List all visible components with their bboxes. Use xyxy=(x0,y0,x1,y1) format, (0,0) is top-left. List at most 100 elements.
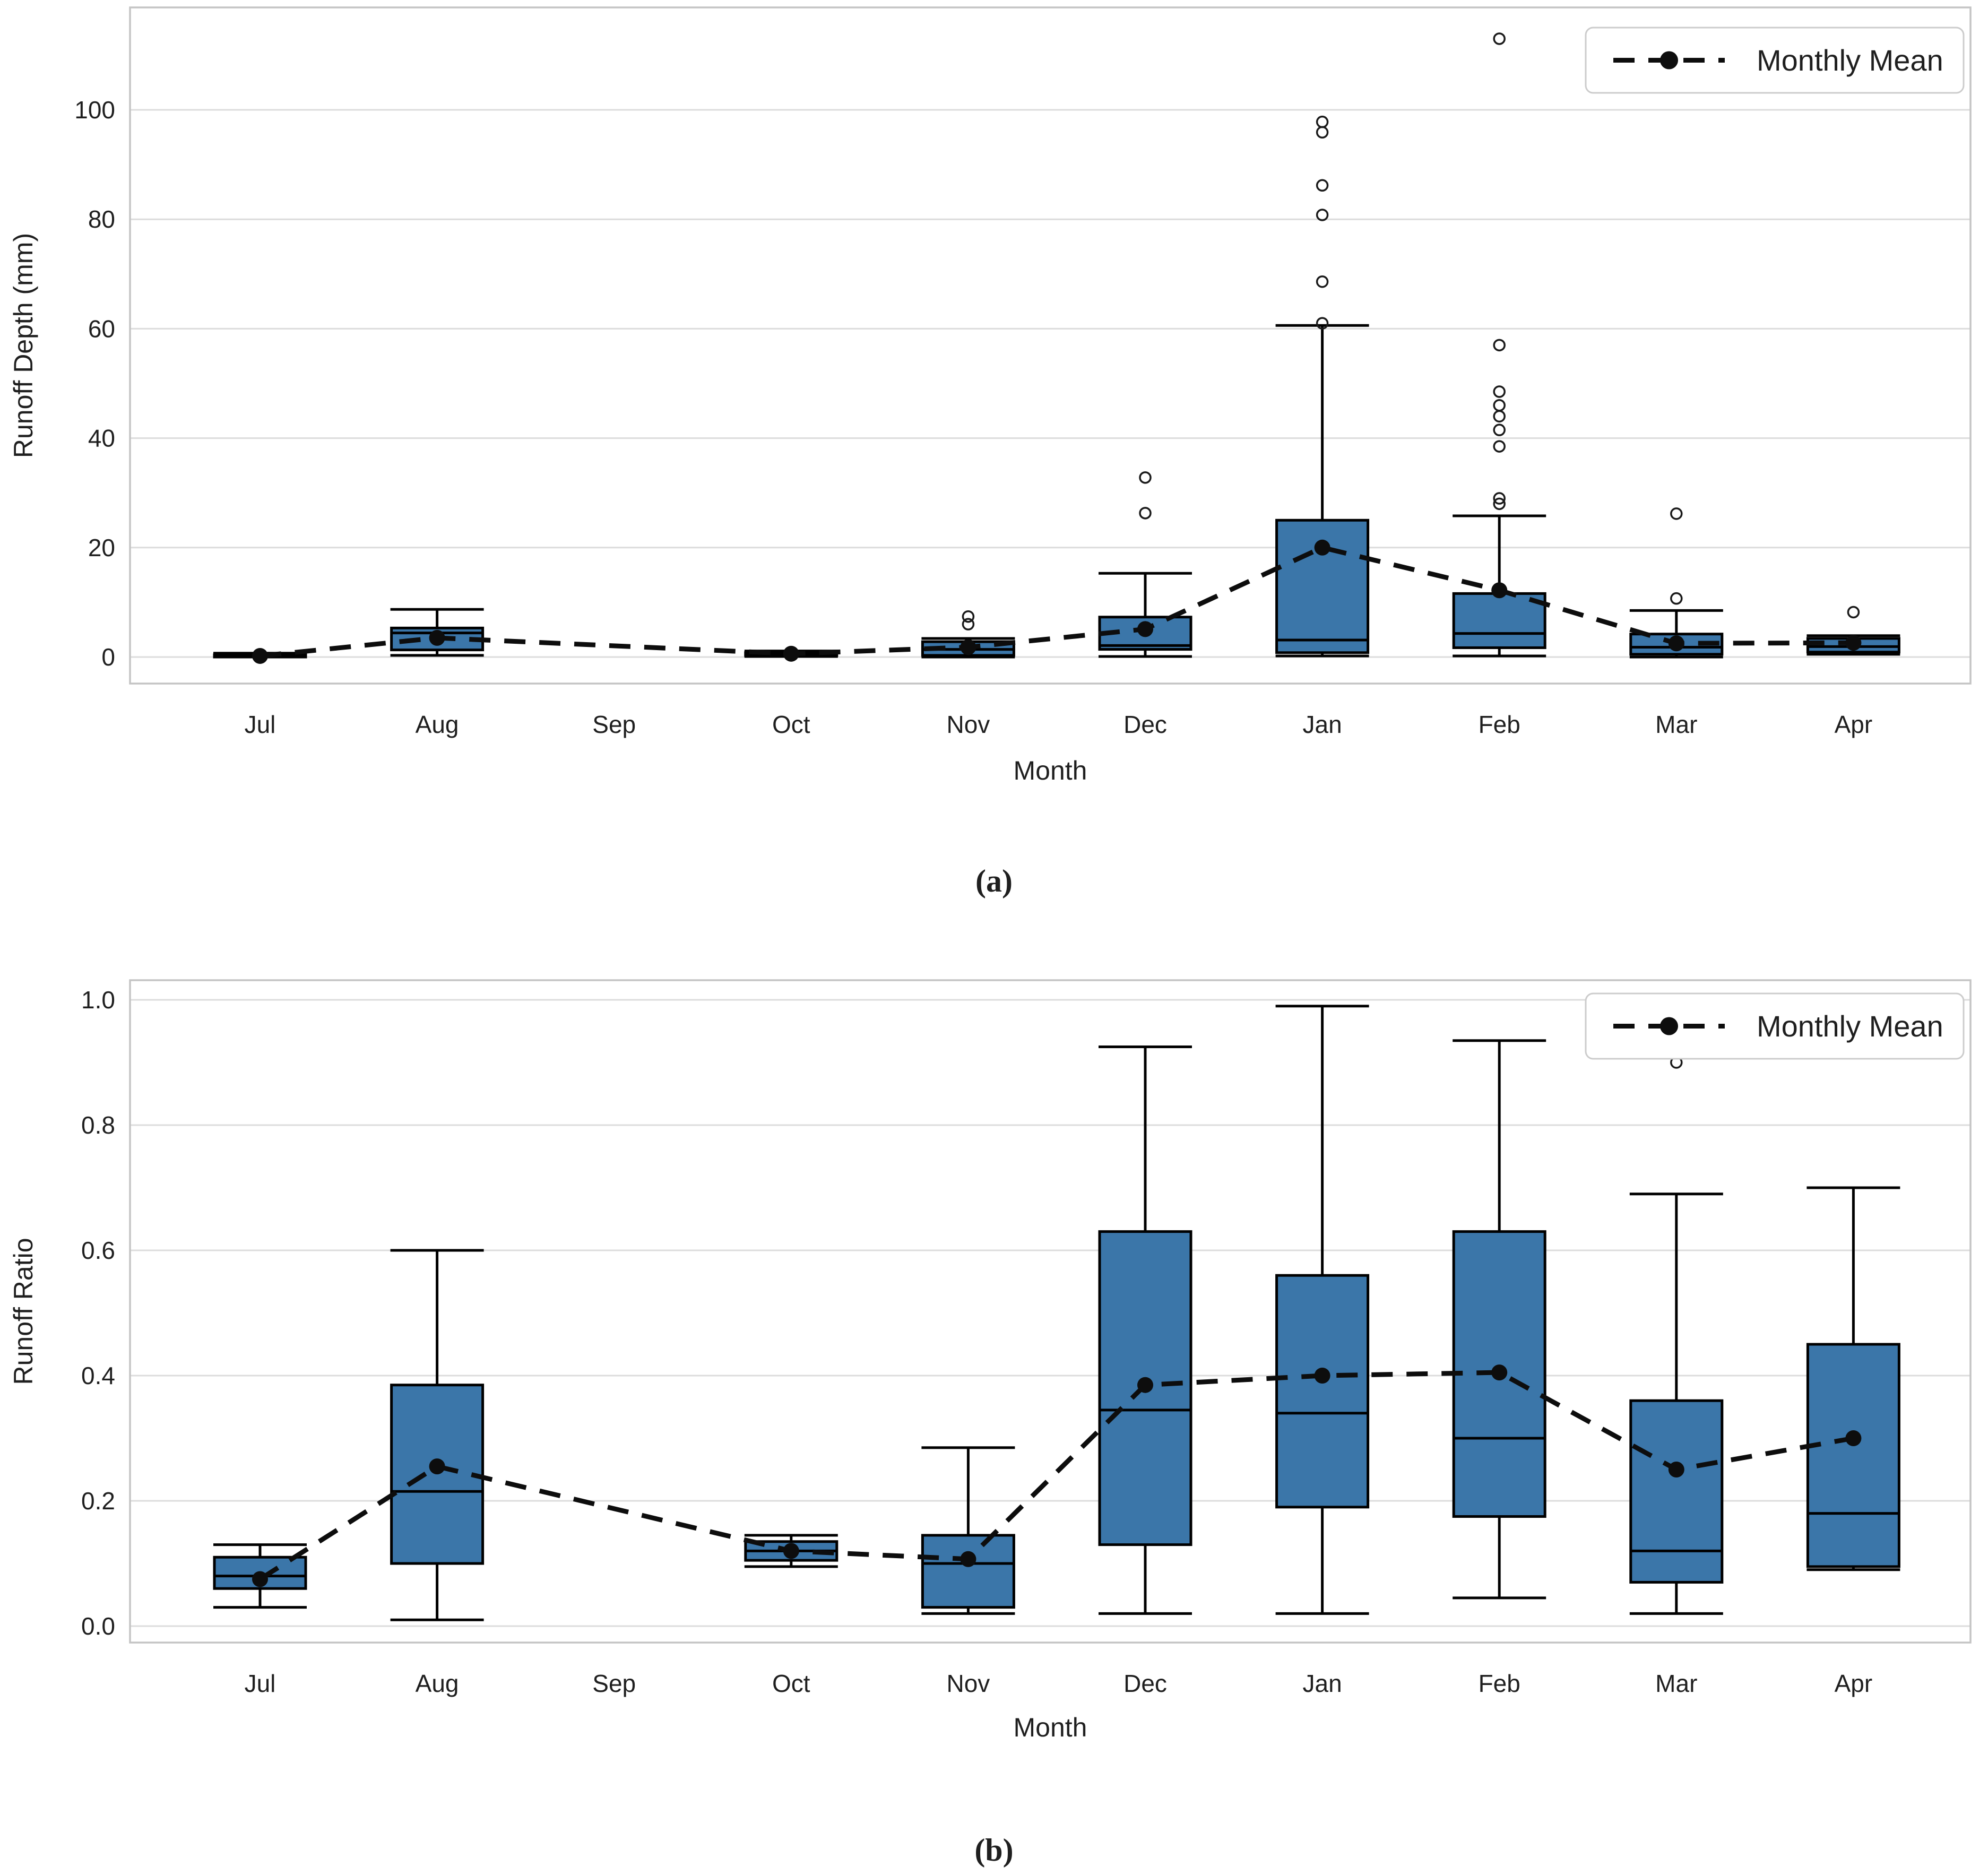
x-tick-label: Apr xyxy=(1835,711,1873,738)
monthly-mean-point xyxy=(1137,621,1153,637)
panel-b: 0.0 0.2 0.4 0.6 0.8 1.0 Jul Aug Sep Oct Nov Dec Jan F… xyxy=(8,979,1972,1868)
x-tick-label: Feb xyxy=(1479,711,1520,738)
plot-frame xyxy=(129,6,1972,685)
monthly-mean-point xyxy=(252,1571,268,1587)
y-axis-label: Runoff Ratio xyxy=(8,1238,38,1385)
x-tick-label: Sep xyxy=(592,1670,636,1697)
box-iqr xyxy=(921,1534,1015,1609)
outlier-point xyxy=(1493,399,1506,412)
legend: Monthly Mean xyxy=(1585,27,1965,94)
y-tick-label: 20 xyxy=(88,534,115,561)
legend-box xyxy=(1585,27,1965,94)
legend-mean-dot-icon xyxy=(1660,1017,1678,1035)
y-tick-label: 0.4 xyxy=(81,1362,115,1389)
outlier-point xyxy=(962,610,975,623)
x-tick-label: Mar xyxy=(1655,711,1697,738)
monthly-mean-line xyxy=(258,1370,1854,1582)
monthly-mean-point xyxy=(1491,1364,1508,1381)
y-tick-label: 1.0 xyxy=(81,986,115,1014)
box-iqr xyxy=(1452,592,1546,649)
boxplot-Feb xyxy=(1452,32,1546,658)
boxplot-Feb xyxy=(1452,1039,1546,1600)
panel-caption: (b) xyxy=(974,1833,1013,1868)
outlier-point xyxy=(1139,507,1152,520)
y-tick-label: 0.8 xyxy=(81,1111,115,1139)
y-tick-label: 40 xyxy=(88,425,115,452)
boxplot-Dec xyxy=(1098,1045,1192,1615)
x-tick-label: Sep xyxy=(592,711,636,738)
legend-label: Monthly Mean xyxy=(1757,44,1943,77)
x-tick-label: Feb xyxy=(1479,1670,1520,1697)
y-tick-label: 100 xyxy=(74,96,115,124)
panel-a: 0 20 40 60 80 100 Jul Aug Sep Oct Nov Dec Jan Feb Mar A… xyxy=(8,6,1972,898)
outlier-point xyxy=(1493,32,1506,45)
outlier-point xyxy=(1316,275,1329,288)
y-tick-label: 0.0 xyxy=(81,1612,115,1640)
x-tick-label: Jan xyxy=(1303,1670,1342,1697)
outlier-point xyxy=(1493,440,1506,453)
y-tick-label: 0 xyxy=(101,643,115,671)
monthly-mean-point xyxy=(960,639,976,655)
boxplot-Mar xyxy=(1629,1056,1724,1615)
panel-caption: (a) xyxy=(975,863,1013,898)
outlier-point xyxy=(1316,126,1329,139)
x-tick-label: Nov xyxy=(946,1670,990,1697)
monthly-mean-point xyxy=(783,645,799,662)
outlier-point xyxy=(1493,339,1506,352)
x-tick-label: Aug xyxy=(416,711,459,738)
legend: Monthly Mean xyxy=(1585,992,1965,1060)
outlier-point xyxy=(1493,424,1506,436)
legend-mean-dot-icon xyxy=(1660,51,1678,70)
legend-box xyxy=(1585,992,1965,1060)
box-iqr xyxy=(1806,1343,1900,1568)
boxplot-Apr xyxy=(1806,1186,1900,1571)
outlier-point xyxy=(1847,606,1860,619)
boxplot-Nov xyxy=(921,1446,1015,1615)
monthly-mean-point xyxy=(1668,1462,1684,1477)
monthly-mean-line xyxy=(260,545,1854,659)
monthly-mean-point xyxy=(960,1551,976,1567)
y-tick-label: 80 xyxy=(88,205,115,233)
monthly-mean-point xyxy=(1668,635,1684,652)
boxplot-Aug xyxy=(390,1249,485,1621)
x-tick-label: Dec xyxy=(1123,1670,1167,1697)
x-tick-label: Dec xyxy=(1123,711,1167,738)
outlier-point xyxy=(1316,317,1329,330)
monthly-mean-point xyxy=(1845,635,1862,651)
x-axis-label: Month xyxy=(1014,1713,1087,1742)
y-axis-label: Runoff Depth (mm) xyxy=(8,233,38,458)
x-tick-label: Apr xyxy=(1835,1670,1873,1697)
monthly-mean-point xyxy=(429,629,445,646)
monthly-mean-point xyxy=(783,1543,799,1559)
x-tick-label: Nov xyxy=(946,711,990,738)
monthly-mean-point xyxy=(429,1458,445,1475)
outlier-point xyxy=(1493,497,1506,511)
monthly-mean-point xyxy=(1845,1430,1862,1446)
y-tick-label: 60 xyxy=(88,315,115,342)
x-tick-label: Mar xyxy=(1655,1670,1697,1697)
x-tick-label: Jul xyxy=(245,1670,276,1697)
monthly-mean-point xyxy=(1314,539,1330,556)
outlier-point xyxy=(1670,507,1683,520)
outlier-point xyxy=(1493,492,1506,505)
monthly-mean-point xyxy=(252,647,268,664)
outlier-point xyxy=(1670,592,1683,605)
monthly-mean-point xyxy=(1491,582,1508,599)
x-tick-label: Oct xyxy=(772,1670,810,1697)
x-tick-label: Jul xyxy=(245,711,276,738)
plot-frame xyxy=(129,979,1972,1644)
monthly-mean-point xyxy=(1137,1377,1153,1393)
y-tick-label: 0.6 xyxy=(81,1237,115,1264)
outlier-point xyxy=(1316,115,1329,128)
x-axis-label: Month xyxy=(1014,756,1087,785)
outlier-point xyxy=(962,618,975,630)
boxplot-Jan xyxy=(1275,1005,1370,1615)
legend-label: Monthly Mean xyxy=(1757,1009,1943,1043)
box-iqr xyxy=(1629,1399,1724,1584)
outlier-point xyxy=(1139,471,1152,484)
boxplot-Jan xyxy=(1275,115,1370,658)
x-tick-label: Aug xyxy=(416,1670,459,1697)
outlier-point xyxy=(1493,385,1506,398)
